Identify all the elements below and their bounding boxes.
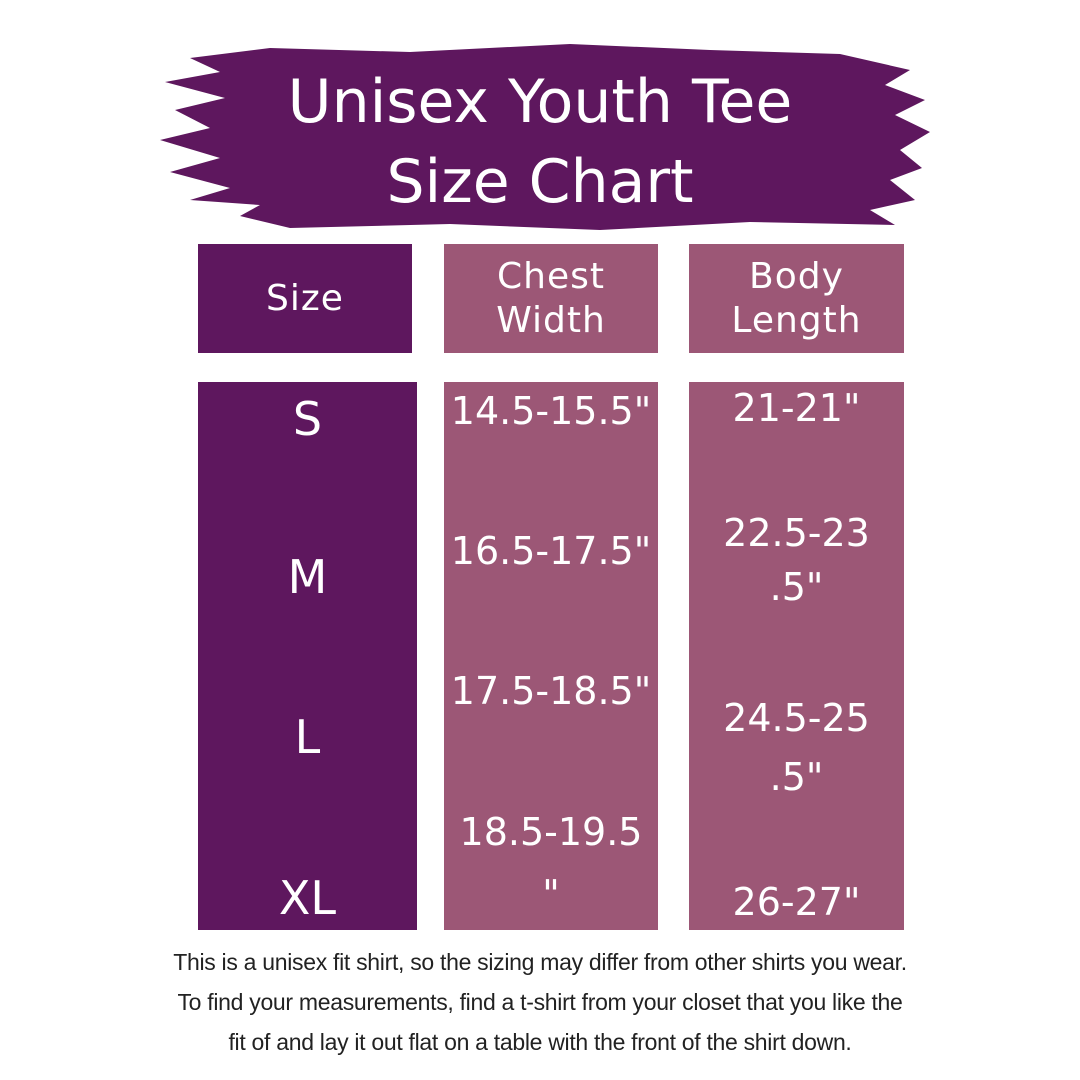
body-l-line-1: 24.5-25 [723, 696, 870, 740]
header-size: Size [198, 244, 412, 353]
note-line-3: fit of and lay it out flat on a table wi… [228, 1029, 852, 1055]
chest-l: 17.5-18.5" [450, 669, 652, 713]
size-s: S [292, 392, 323, 446]
sizing-note: This is a unisex fit shirt, so the sizin… [0, 942, 1080, 1062]
body-s: 21-21" [732, 386, 861, 430]
header-chest-width: Chest Width [444, 244, 658, 353]
header-body-line-2: Length [731, 299, 862, 341]
header-body-length: Body Length [689, 244, 904, 353]
body-xl: 26-27" [732, 880, 861, 924]
body-m-line-1: 22.5-23 [723, 511, 870, 555]
chest-xl-line-2: " [542, 872, 560, 916]
title-line-1: Unisex Youth Tee [287, 67, 793, 137]
chest-xl-line-1: 18.5-19.5 [459, 810, 643, 854]
header-body-line-1: Body [749, 255, 844, 297]
body-l-line-2: .5" [769, 755, 824, 799]
size-l: L [294, 710, 321, 764]
size-m: M [287, 550, 328, 604]
size-column: S M L XL [198, 382, 417, 930]
size-xl: XL [278, 871, 337, 925]
body-m-line-2: .5" [769, 565, 824, 609]
note-line-2: To find your measurements, find a t-shir… [177, 989, 903, 1015]
header-chest-line-2: Width [496, 299, 606, 341]
header-chest-line-1: Chest [497, 255, 605, 297]
title-line-2: Size Chart [386, 147, 694, 217]
header-size-label: Size [266, 277, 344, 319]
chest-s: 14.5-15.5" [450, 389, 652, 433]
note-line-1: This is a unisex fit shirt, so the sizin… [173, 949, 907, 975]
chest-column: 14.5-15.5" 16.5-17.5" 17.5-18.5" 18.5-19… [444, 382, 658, 930]
chest-m: 16.5-17.5" [450, 529, 652, 573]
title-brush-stroke [160, 44, 930, 230]
body-length-column: 21-21" 22.5-23 .5" 24.5-25 .5" 26-27" [689, 382, 904, 930]
